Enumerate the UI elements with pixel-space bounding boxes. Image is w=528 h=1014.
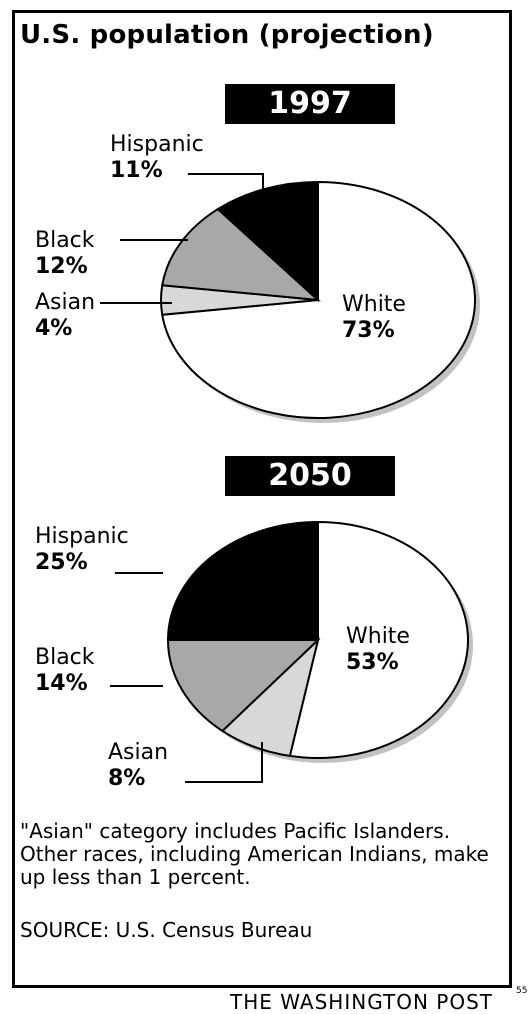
- chart-title: U.S. population (projection): [20, 20, 434, 50]
- credit-line: THE WASHINGTON POST: [230, 990, 493, 1014]
- label-1997-hispanic: Hispanic 11%: [110, 132, 204, 183]
- source-line: SOURCE: U.S. Census Bureau: [20, 918, 313, 942]
- label-1997-asian: Asian 4%: [35, 290, 96, 341]
- pie-slice-1997-black: [161, 207, 321, 302]
- label-2050-white: White 53%: [346, 624, 410, 675]
- pie-slice-2050-hispanic: [166, 520, 319, 641]
- pie-slice-2050-black: [166, 639, 321, 733]
- page-number: 55: [516, 986, 528, 996]
- pie-1997: [160, 180, 480, 423]
- leader-lines: [100, 173, 264, 783]
- footnote: "Asian" category includes Pacific Island…: [20, 819, 489, 889]
- pie-slice-1997-hispanic: [216, 180, 319, 303]
- label-2050-black: Black 14%: [35, 645, 95, 696]
- year-badge-1997: 1997: [225, 84, 395, 124]
- pie-slice-2050-white: [288, 520, 469, 759]
- leader-line-2050-asian: [185, 742, 263, 783]
- label-2050-hispanic: Hispanic 25%: [35, 524, 129, 575]
- label-1997-black: Black 12%: [35, 228, 95, 279]
- label-2050-asian: Asian 8%: [108, 740, 169, 791]
- leader-line-1997-hispanic: [188, 173, 264, 192]
- pie-2050: [166, 520, 473, 763]
- year-badge-2050: 2050: [225, 456, 395, 496]
- label-1997-white: White 73%: [342, 292, 406, 343]
